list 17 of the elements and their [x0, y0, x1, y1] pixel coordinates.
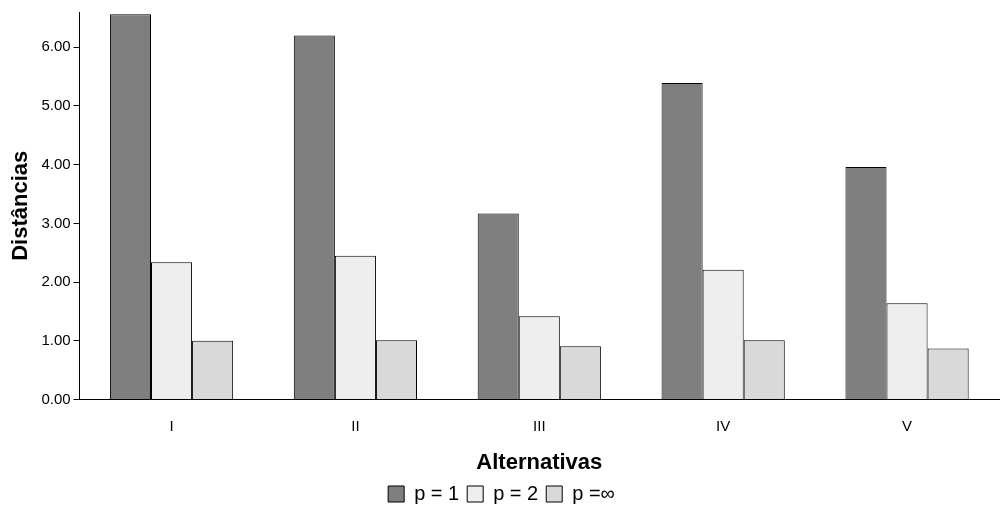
y-tick-label: 5.00: [41, 96, 71, 114]
x-tick-label: II: [351, 416, 360, 434]
x-tick-label: I: [169, 416, 174, 434]
y-tick-label: 4.00: [41, 154, 71, 172]
x-tick-label: V: [902, 416, 913, 434]
x-tick-label: IV: [716, 416, 731, 434]
legend-label: p =∞: [572, 481, 615, 504]
legend-label: p = 1: [414, 481, 460, 504]
x-axis-title: Alternativas: [476, 448, 603, 474]
y-tick-label: 0.00: [41, 389, 71, 407]
y-tick-label: 2.00: [41, 272, 71, 290]
legend-label: p = 2: [493, 481, 539, 504]
y-tick-label: 3.00: [41, 213, 71, 231]
y-tick-label: 1.00: [41, 331, 71, 349]
y-tick-label: 6.00: [41, 37, 71, 55]
x-tick-label: III: [533, 416, 546, 434]
y-axis-title: Distâncias: [7, 150, 33, 261]
